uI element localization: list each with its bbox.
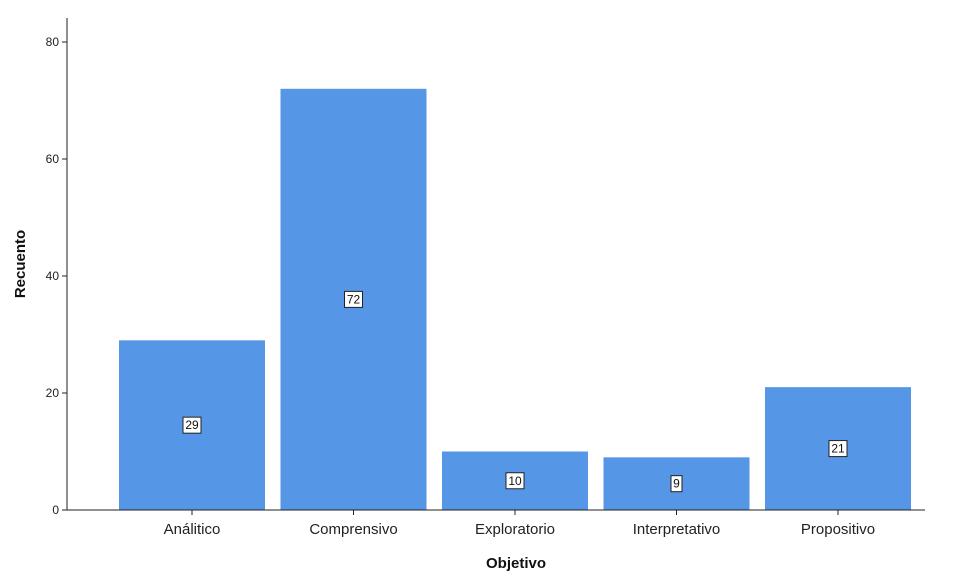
data-label: 10 <box>508 474 522 488</box>
data-label: 29 <box>185 418 199 432</box>
data-label: 9 <box>673 477 680 491</box>
x-tick-label: Análitico <box>164 521 221 538</box>
x-axis-ticks: Análitico Comprensivo Exploratorio Interpre… <box>164 510 875 538</box>
y-tick-label: 0 <box>52 503 59 517</box>
data-label: 21 <box>831 442 845 456</box>
data-label: 72 <box>347 292 361 306</box>
y-axis-title: Recuento <box>12 230 29 298</box>
x-tick-label: Comprensivo <box>309 521 397 538</box>
y-axis-ticks: 0 20 40 60 80 <box>46 35 67 517</box>
data-label-box <box>505 472 525 490</box>
x-axis-title: Objetivo <box>486 555 546 572</box>
y-tick-label: 20 <box>46 386 60 400</box>
y-tick-label: 60 <box>46 152 60 166</box>
y-tick-label: 80 <box>46 35 60 49</box>
data-labels-group: 29 72 10 9 21 <box>182 290 848 493</box>
bars-group <box>119 88 911 511</box>
data-label-box <box>182 416 202 434</box>
data-label-box <box>670 475 683 493</box>
x-tick-label: Interpretativo <box>633 521 721 538</box>
data-label-box <box>828 440 848 458</box>
x-tick-label: Propositivo <box>801 521 875 538</box>
y-tick-label: 40 <box>46 269 60 283</box>
x-tick-label: Exploratorio <box>475 521 555 538</box>
data-label-box <box>344 290 363 308</box>
